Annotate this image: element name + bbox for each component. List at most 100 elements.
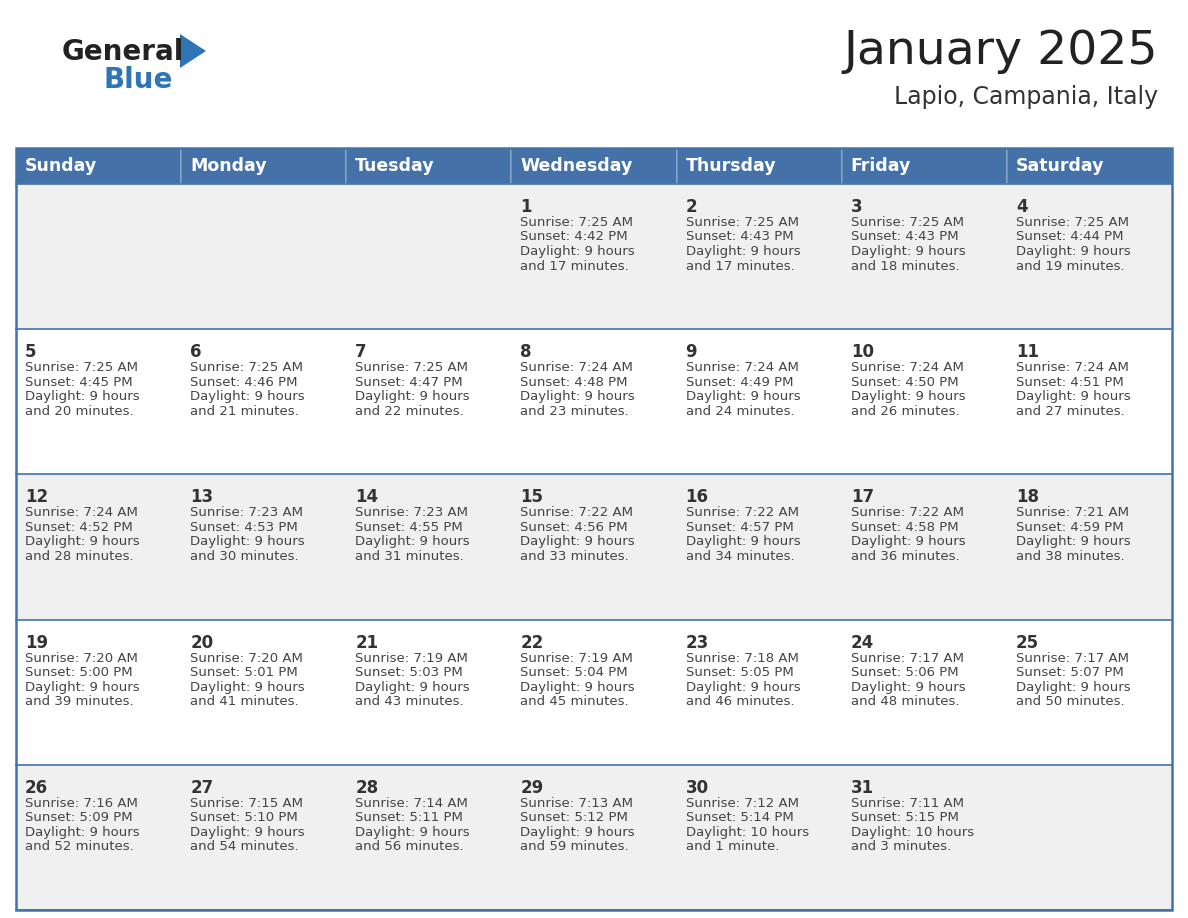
Text: Sunrise: 7:17 AM: Sunrise: 7:17 AM (851, 652, 963, 665)
Text: and 28 minutes.: and 28 minutes. (25, 550, 133, 563)
Text: Sunset: 5:05 PM: Sunset: 5:05 PM (685, 666, 794, 679)
Bar (181, 330, 346, 475)
Text: Daylight: 9 hours: Daylight: 9 hours (25, 826, 140, 839)
Text: Sunset: 4:47 PM: Sunset: 4:47 PM (355, 375, 463, 388)
Text: Sunrise: 7:19 AM: Sunrise: 7:19 AM (520, 652, 633, 665)
Polygon shape (181, 34, 206, 68)
Text: Daylight: 9 hours: Daylight: 9 hours (190, 826, 305, 839)
Text: Sunrise: 7:25 AM: Sunrise: 7:25 AM (851, 216, 963, 229)
Text: Sunset: 5:14 PM: Sunset: 5:14 PM (685, 812, 794, 824)
Text: Friday: Friday (851, 157, 911, 175)
Text: Sunset: 5:01 PM: Sunset: 5:01 PM (190, 666, 298, 679)
Text: January 2025: January 2025 (843, 29, 1158, 74)
Text: Daylight: 9 hours: Daylight: 9 hours (851, 245, 966, 258)
Text: Sunset: 4:44 PM: Sunset: 4:44 PM (1016, 230, 1124, 243)
Text: Daylight: 9 hours: Daylight: 9 hours (851, 390, 966, 403)
Text: Sunset: 5:07 PM: Sunset: 5:07 PM (1016, 666, 1124, 679)
Text: Sunrise: 7:13 AM: Sunrise: 7:13 AM (520, 797, 633, 810)
Bar (15, 330, 181, 475)
Text: 30: 30 (685, 778, 709, 797)
Text: Sunset: 4:53 PM: Sunset: 4:53 PM (190, 521, 298, 534)
Text: Sunrise: 7:24 AM: Sunrise: 7:24 AM (25, 507, 138, 520)
Text: Sunset: 5:03 PM: Sunset: 5:03 PM (355, 666, 463, 679)
Text: Sunrise: 7:24 AM: Sunrise: 7:24 AM (851, 361, 963, 375)
Text: and 23 minutes.: and 23 minutes. (520, 405, 630, 418)
Bar (511, 765, 677, 910)
Text: Daylight: 9 hours: Daylight: 9 hours (520, 826, 636, 839)
Text: Sunday: Sunday (25, 157, 97, 175)
Text: and 1 minute.: and 1 minute. (685, 840, 779, 854)
Text: Daylight: 9 hours: Daylight: 9 hours (520, 680, 636, 694)
Text: Sunset: 4:43 PM: Sunset: 4:43 PM (851, 230, 959, 243)
Bar (181, 184, 346, 330)
Text: Daylight: 9 hours: Daylight: 9 hours (190, 680, 305, 694)
Text: Sunrise: 7:16 AM: Sunrise: 7:16 AM (25, 797, 138, 810)
Text: 25: 25 (1016, 633, 1040, 652)
Bar (511, 148, 677, 184)
Bar (1007, 148, 1173, 184)
Text: and 17 minutes.: and 17 minutes. (685, 260, 795, 273)
Text: Sunrise: 7:22 AM: Sunrise: 7:22 AM (685, 507, 798, 520)
Text: Sunset: 4:46 PM: Sunset: 4:46 PM (190, 375, 298, 388)
Text: Daylight: 9 hours: Daylight: 9 hours (355, 535, 470, 548)
Bar (346, 620, 511, 765)
Text: General: General (62, 38, 184, 66)
Text: and 43 minutes.: and 43 minutes. (355, 695, 463, 708)
Text: Sunset: 4:52 PM: Sunset: 4:52 PM (25, 521, 133, 534)
Text: Sunrise: 7:25 AM: Sunrise: 7:25 AM (190, 361, 303, 375)
Text: 24: 24 (851, 633, 874, 652)
Text: Daylight: 9 hours: Daylight: 9 hours (851, 535, 966, 548)
Text: Daylight: 9 hours: Daylight: 9 hours (520, 390, 636, 403)
Text: Sunset: 4:57 PM: Sunset: 4:57 PM (685, 521, 794, 534)
Bar (15, 148, 1173, 910)
Text: Daylight: 9 hours: Daylight: 9 hours (1016, 535, 1131, 548)
Text: and 48 minutes.: and 48 minutes. (851, 695, 959, 708)
Text: Sunrise: 7:22 AM: Sunrise: 7:22 AM (520, 507, 633, 520)
Text: Sunrise: 7:21 AM: Sunrise: 7:21 AM (1016, 507, 1129, 520)
Bar (181, 148, 346, 184)
Text: Daylight: 9 hours: Daylight: 9 hours (355, 680, 470, 694)
Bar (842, 330, 1007, 475)
Text: 23: 23 (685, 633, 709, 652)
Text: Monday: Monday (190, 157, 267, 175)
Bar (677, 475, 842, 620)
Text: Daylight: 9 hours: Daylight: 9 hours (190, 535, 305, 548)
Text: and 31 minutes.: and 31 minutes. (355, 550, 465, 563)
Text: Daylight: 9 hours: Daylight: 9 hours (685, 680, 801, 694)
Text: Sunset: 4:58 PM: Sunset: 4:58 PM (851, 521, 959, 534)
Text: Daylight: 9 hours: Daylight: 9 hours (355, 826, 470, 839)
Text: and 46 minutes.: and 46 minutes. (685, 695, 794, 708)
Bar (346, 765, 511, 910)
Text: Sunrise: 7:22 AM: Sunrise: 7:22 AM (851, 507, 963, 520)
Text: Daylight: 9 hours: Daylight: 9 hours (1016, 245, 1131, 258)
Text: and 34 minutes.: and 34 minutes. (685, 550, 795, 563)
Text: Daylight: 9 hours: Daylight: 9 hours (25, 680, 140, 694)
Text: Daylight: 9 hours: Daylight: 9 hours (685, 535, 801, 548)
Text: Daylight: 9 hours: Daylight: 9 hours (685, 390, 801, 403)
Text: Daylight: 9 hours: Daylight: 9 hours (520, 245, 636, 258)
Text: 9: 9 (685, 343, 697, 361)
Text: Sunset: 4:50 PM: Sunset: 4:50 PM (851, 375, 959, 388)
Text: Daylight: 9 hours: Daylight: 9 hours (851, 680, 966, 694)
Text: 3: 3 (851, 198, 862, 216)
Text: 13: 13 (190, 488, 214, 507)
Text: Sunset: 5:00 PM: Sunset: 5:00 PM (25, 666, 133, 679)
Text: and 52 minutes.: and 52 minutes. (25, 840, 134, 854)
Bar (842, 620, 1007, 765)
Bar (842, 184, 1007, 330)
Text: and 54 minutes.: and 54 minutes. (190, 840, 298, 854)
Text: and 41 minutes.: and 41 minutes. (190, 695, 298, 708)
Text: 14: 14 (355, 488, 379, 507)
Text: Daylight: 10 hours: Daylight: 10 hours (851, 826, 974, 839)
Text: and 59 minutes.: and 59 minutes. (520, 840, 630, 854)
Text: Sunset: 5:06 PM: Sunset: 5:06 PM (851, 666, 959, 679)
Text: 5: 5 (25, 343, 37, 361)
Bar (181, 765, 346, 910)
Bar (677, 148, 842, 184)
Text: 21: 21 (355, 633, 379, 652)
Text: 17: 17 (851, 488, 874, 507)
Text: and 45 minutes.: and 45 minutes. (520, 695, 630, 708)
Text: and 20 minutes.: and 20 minutes. (25, 405, 133, 418)
Bar (1007, 475, 1173, 620)
Text: Daylight: 9 hours: Daylight: 9 hours (1016, 390, 1131, 403)
